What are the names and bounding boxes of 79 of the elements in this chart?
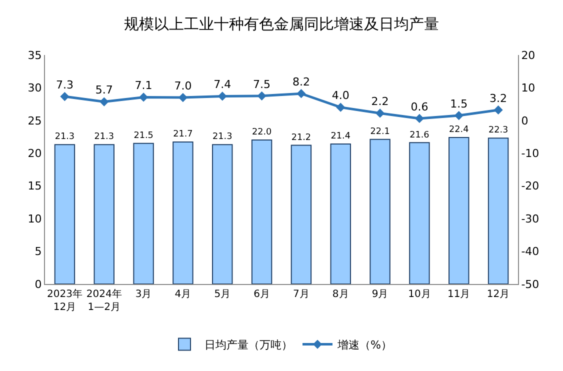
bar — [448, 136, 470, 284]
chart-title: 规模以上工业十种有色金属同比增速及日均产量 — [124, 15, 439, 34]
x-tick-label: 2023年 12月 — [46, 288, 82, 313]
y2-tick-label: -20 — [521, 180, 540, 193]
point — [60, 92, 70, 102]
data-label: 4.0 — [332, 89, 350, 102]
data-label: 21.3 — [54, 132, 75, 142]
data-label: 7.1 — [134, 79, 152, 92]
data-label: 21.2 — [291, 132, 312, 143]
bar — [488, 138, 509, 284]
point — [414, 114, 424, 124]
y-tick-label: 35 — [28, 48, 42, 62]
y-tick-label: 15 — [28, 180, 42, 193]
point — [336, 102, 346, 112]
data-label: 22.3 — [488, 126, 508, 136]
data-label: 5.7 — [95, 84, 113, 97]
y-tick-label: 30 — [28, 82, 42, 95]
data-label: 7.4 — [214, 78, 232, 92]
x-tick-label: 7月 — [293, 289, 310, 300]
x-tick-label: 12月 — [486, 289, 510, 300]
x-tick-label: 10月 — [408, 289, 431, 300]
bar — [290, 144, 312, 284]
point — [138, 92, 148, 102]
data-label: 0.6 — [410, 100, 428, 114]
data-label: 21.5 — [134, 130, 154, 141]
y-tick-label: 10 — [28, 212, 42, 226]
bar — [212, 144, 233, 284]
y2-tick-label: -10 — [521, 146, 540, 160]
bar — [54, 144, 76, 284]
x-tick-label: 4月 — [174, 289, 192, 300]
bar — [370, 138, 390, 284]
bar — [409, 142, 430, 284]
data-label: 7.3 — [56, 78, 74, 92]
point — [375, 108, 385, 118]
data-label: 7.0 — [174, 79, 192, 92]
x-tick-label: 3月 — [135, 289, 152, 300]
data-label: 21.4 — [330, 132, 351, 142]
legend-label: 增速（%） — [336, 338, 392, 352]
data-label: 21.6 — [410, 130, 430, 140]
y2-tick-label: 20 — [521, 48, 536, 62]
y-tick-label: 20 — [28, 146, 42, 160]
legend-label: 日均产量（万吨） — [204, 338, 292, 352]
y2-tick-label: -30 — [521, 212, 540, 226]
data-label: 21.3 — [94, 132, 114, 142]
y2-tick-label: -50 — [521, 278, 540, 291]
data-label: 3.2 — [490, 92, 508, 105]
data-label: 22.1 — [370, 126, 390, 137]
x-tick-label: 6月 — [254, 289, 270, 300]
x-tick-label: 9月 — [372, 289, 388, 300]
data-label: 21.3 — [212, 132, 232, 142]
data-label: 22.0 — [252, 128, 272, 138]
y2-tick-label: -40 — [521, 245, 540, 258]
point — [494, 105, 503, 115]
data-label: 7.5 — [253, 78, 271, 91]
data-label: 2.2 — [371, 95, 389, 108]
point — [257, 91, 266, 100]
y2-tick-label: 10 — [521, 82, 536, 95]
bar — [251, 140, 272, 284]
x-tick-label: 2024年 1—2月 — [86, 288, 122, 313]
bar — [172, 142, 194, 284]
x-tick-label: 8月 — [332, 289, 349, 300]
point — [100, 97, 109, 106]
point — [218, 92, 227, 101]
x-tick-label: 11月 — [448, 289, 470, 300]
point — [296, 89, 306, 98]
bar — [133, 142, 154, 284]
bar — [94, 144, 114, 284]
data-label: 1.5 — [450, 97, 468, 110]
y-tick-label: 5 — [34, 245, 42, 258]
y-tick-label: 25 — [28, 114, 42, 128]
data-label: 22.4 — [449, 125, 470, 136]
x-tick-label: 5月 — [214, 289, 231, 300]
point — [454, 110, 464, 120]
y-tick-label: 0 — [34, 278, 42, 291]
data-label: 8.2 — [292, 75, 310, 88]
data-label: 21.7 — [173, 130, 193, 140]
bar — [330, 143, 351, 284]
point — [178, 92, 188, 102]
y2-tick-label: 0 — [521, 114, 528, 128]
